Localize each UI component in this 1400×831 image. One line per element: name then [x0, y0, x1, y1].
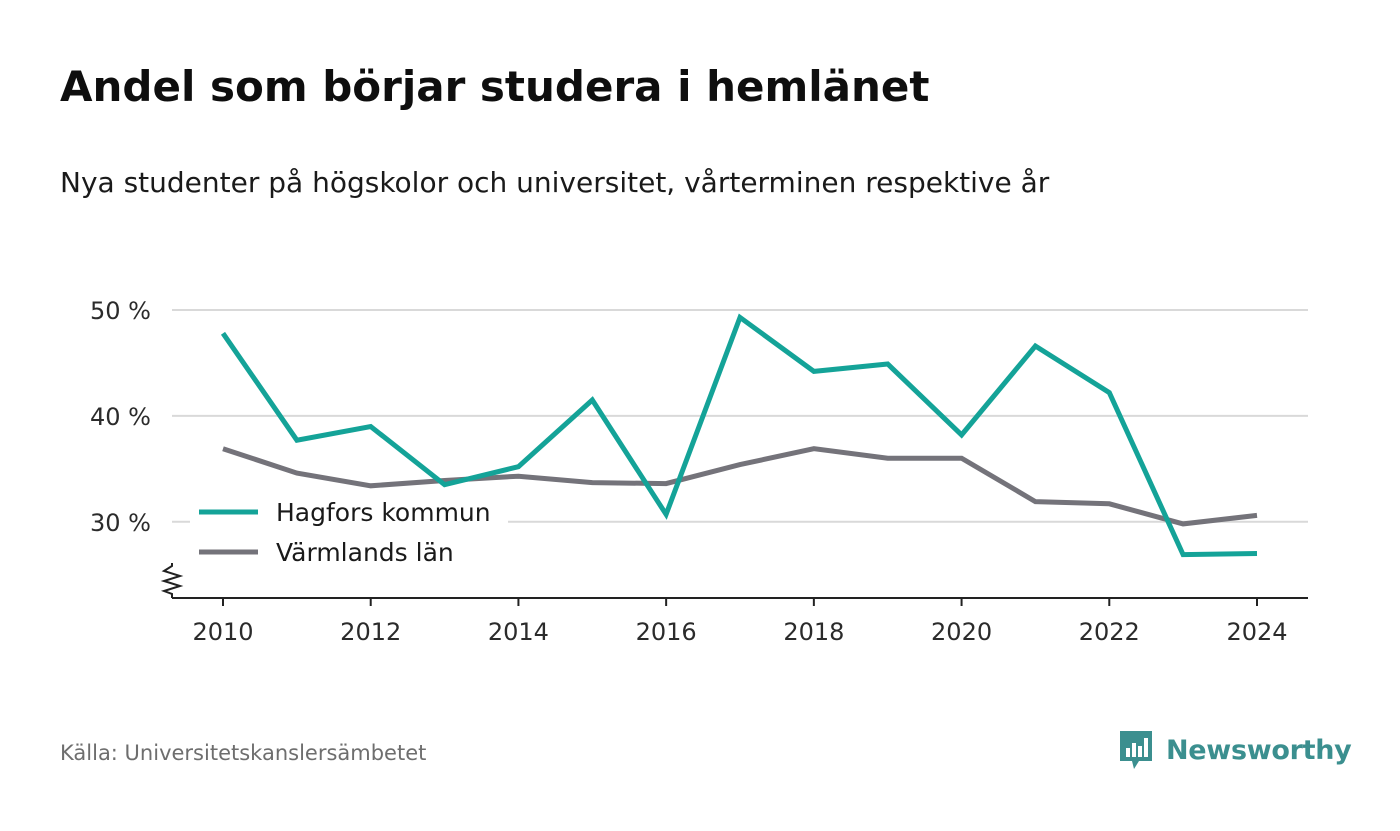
legend: Hagfors kommun Värmlands län [190, 491, 508, 571]
x-axis [160, 563, 1308, 606]
x-tick-labels: 2010 2012 2014 2016 2018 2020 2022 2024 [192, 618, 1287, 646]
brand-logo: Newsworthy [1118, 728, 1352, 772]
x-tick-label: 2014 [488, 618, 549, 646]
legend-label: Värmlands län [276, 538, 454, 567]
x-tick-label: 2010 [192, 618, 253, 646]
series-line-varmlands-lan [222, 446, 1258, 527]
chart-subtitle: Nya studenter på högskolor och universit… [60, 166, 1050, 199]
y-tick-label: 30 % [90, 509, 151, 537]
y-tick-label: 50 % [90, 297, 151, 325]
source-note: Källa: Universitetskanslersämbetet [60, 741, 427, 765]
axis-break-icon [160, 563, 184, 598]
x-tick-label: 2024 [1226, 618, 1287, 646]
x-tick-label: 2016 [636, 618, 697, 646]
brand-name: Newsworthy [1166, 734, 1352, 766]
x-tick-label: 2018 [783, 618, 844, 646]
y-tick-label: 40 % [90, 403, 151, 431]
gridlines [172, 309, 1308, 523]
legend-label: Hagfors kommun [276, 498, 491, 527]
x-tick-label: 2022 [1079, 618, 1140, 646]
y-tick-labels: 30 % 40 % 50 % [90, 297, 151, 537]
series-line-hagfors-kommun [220, 313, 1258, 558]
chart-title: Andel som börjar studera i hemlänet [60, 62, 930, 111]
x-tick-label: 2020 [931, 618, 992, 646]
series-lines [220, 313, 1258, 558]
newsworthy-logo-icon [1120, 731, 1152, 769]
x-tick-label: 2012 [340, 618, 401, 646]
